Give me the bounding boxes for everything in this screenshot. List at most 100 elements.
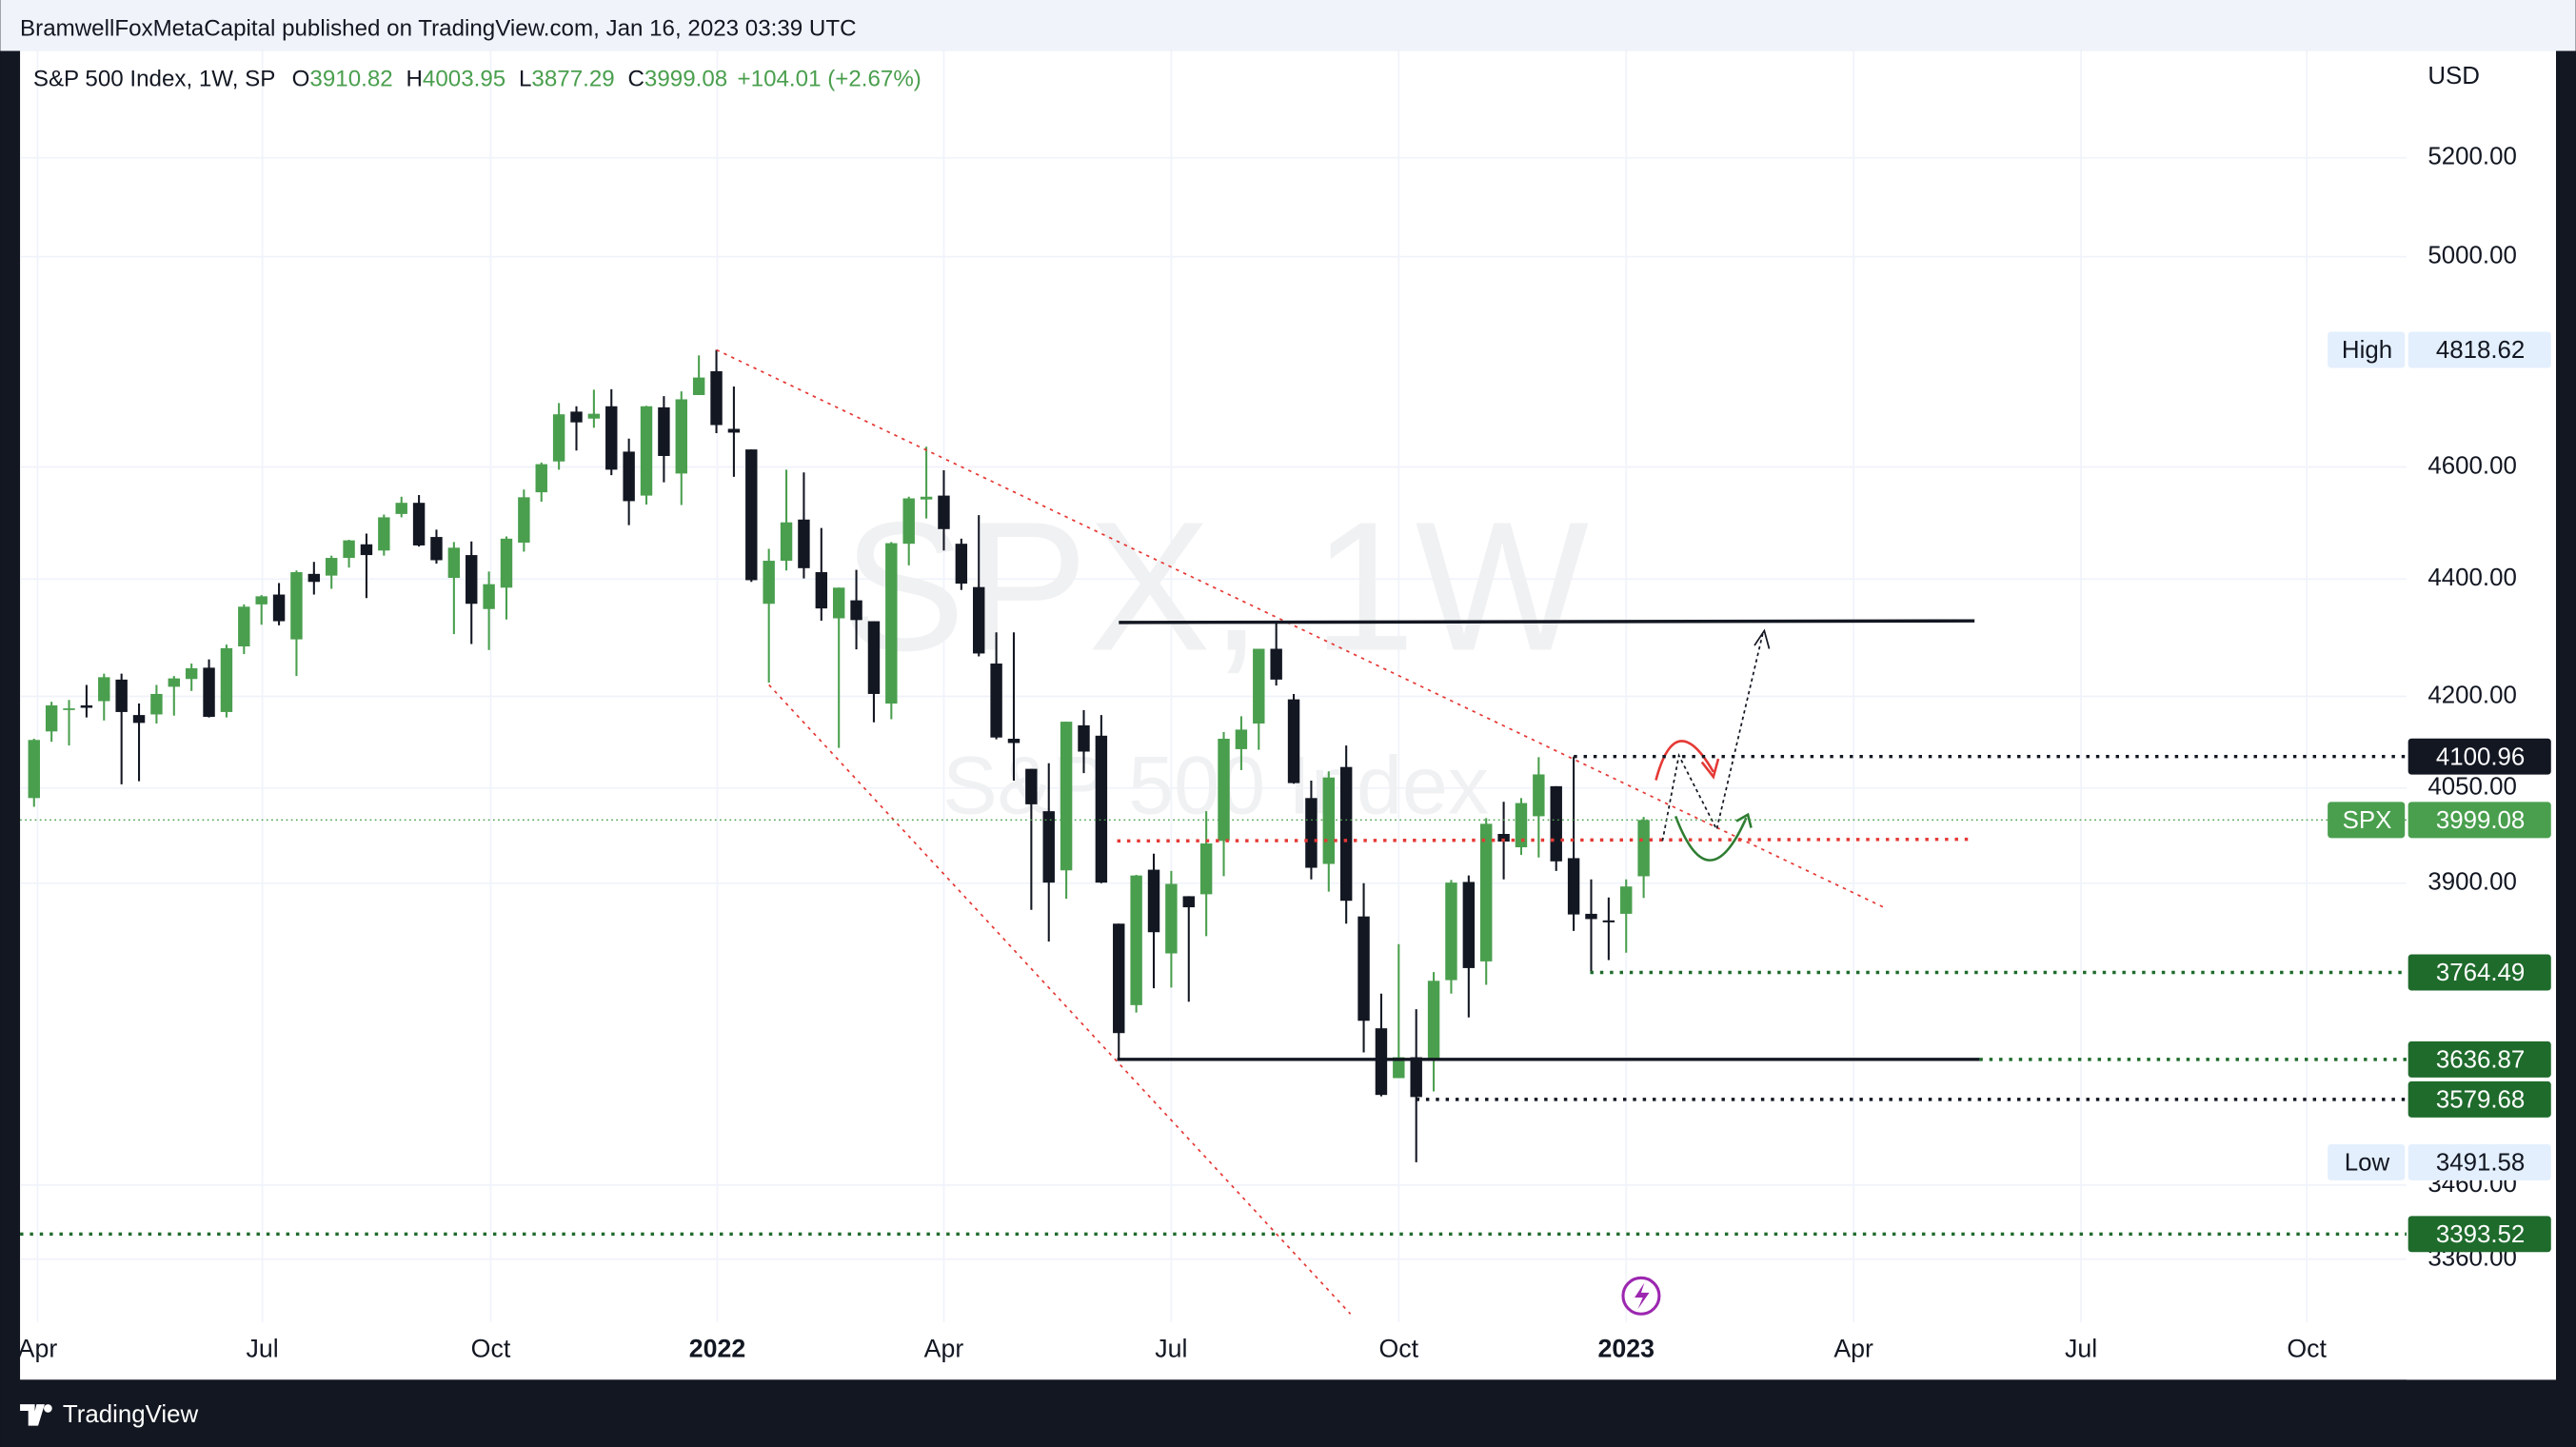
tag-name-box xyxy=(2328,802,2406,839)
price-tag-label: 3393.52 xyxy=(2436,1221,2525,1248)
candle-body xyxy=(623,451,635,502)
currency: USD xyxy=(2427,63,2480,89)
candle-body xyxy=(780,522,793,562)
x-tick-label: Jul xyxy=(2065,1334,2097,1362)
candle-body xyxy=(973,586,985,654)
candle-body xyxy=(1427,981,1440,1060)
tag-name-box xyxy=(2328,1143,2406,1180)
candle-body xyxy=(1095,735,1108,883)
x-tick-label: Oct xyxy=(471,1334,511,1362)
candle-body xyxy=(658,406,670,456)
candle-body xyxy=(920,496,933,500)
trendline xyxy=(768,684,1352,1315)
candle-body xyxy=(798,519,810,568)
candle-body xyxy=(466,555,478,605)
x-tick-label: Oct xyxy=(2287,1334,2327,1362)
candle-body xyxy=(63,708,75,710)
resistance-line xyxy=(1119,619,1975,624)
candle-body xyxy=(885,543,898,704)
candle-body xyxy=(45,704,58,732)
y-tick-label: 5200.00 xyxy=(2427,144,2516,170)
candle-body xyxy=(80,704,93,708)
candle-body xyxy=(412,503,426,545)
y-tick-label: 4600.00 xyxy=(2427,452,2516,479)
x-tick-label: Jul xyxy=(247,1334,279,1362)
candle-body xyxy=(1585,913,1597,920)
candle-body xyxy=(552,414,565,462)
candle-body xyxy=(955,544,968,585)
legend-value: 4003.95 xyxy=(423,67,505,92)
watermark: SPX, 1W S&P 500 Index xyxy=(842,484,1589,832)
candle-body xyxy=(395,503,407,514)
candle-body xyxy=(98,677,110,702)
y-tick-label: 5000.00 xyxy=(2427,242,2516,268)
candle-body xyxy=(727,428,741,433)
tag-name: Low xyxy=(2345,1149,2390,1176)
candle-body xyxy=(1533,774,1545,817)
candle-body xyxy=(325,558,338,576)
candle-body xyxy=(1445,882,1457,981)
legend-value: 3910.82 xyxy=(309,67,392,92)
candle-body xyxy=(1199,843,1213,895)
legend-change: +104.01 (+2.67%) xyxy=(738,67,921,92)
candle-body xyxy=(28,740,40,799)
price-tag xyxy=(2408,1041,2551,1078)
x-tick-label: 2023 xyxy=(1597,1334,1654,1362)
candle-body xyxy=(1113,923,1125,1034)
legend-title: S&P 500 Index, 1W, SP xyxy=(33,67,276,92)
arrow-green xyxy=(1674,816,1748,862)
candle-body xyxy=(675,399,687,474)
candle-body xyxy=(343,540,355,559)
candle-body xyxy=(272,594,286,622)
arrowhead-green xyxy=(1735,812,1753,828)
candle-body xyxy=(1253,648,1265,724)
candle-body xyxy=(168,678,181,687)
event-icon[interactable] xyxy=(1621,1276,1661,1316)
candle-body xyxy=(1567,858,1580,915)
candle-body xyxy=(518,497,530,543)
candle-body xyxy=(763,561,775,605)
candle-body xyxy=(1620,886,1633,914)
price-tags: 4818.62 High 3491.58 Low 3999.08 SPX 4100.96 37… xyxy=(20,331,2551,1253)
logo xyxy=(20,1404,52,1426)
legend-value: 3999.08 xyxy=(644,67,727,92)
price-tag xyxy=(2408,331,2551,368)
candle-body xyxy=(1339,766,1353,902)
footer: TradingView xyxy=(20,1401,199,1428)
x-tick-label: Apr xyxy=(1833,1334,1873,1362)
arrowhead-black xyxy=(1754,628,1771,649)
candle-body xyxy=(203,667,215,718)
candle-body xyxy=(1235,729,1248,749)
candle-body xyxy=(447,547,461,579)
candle-body xyxy=(710,370,723,426)
legend-key: O xyxy=(292,67,310,92)
candle-body xyxy=(1218,739,1230,842)
legend-value: 3877.29 xyxy=(531,67,614,92)
trendline xyxy=(716,348,1887,909)
arrowhead-red xyxy=(1700,758,1720,780)
price-tag xyxy=(2408,738,2551,775)
candle-body xyxy=(1182,896,1195,908)
lightning xyxy=(1635,1282,1650,1310)
candle-body xyxy=(307,573,321,583)
candle-body xyxy=(850,600,862,621)
candle-body xyxy=(1515,803,1528,848)
candle-body xyxy=(990,664,1002,738)
candle-body xyxy=(1147,869,1160,933)
candle-body xyxy=(1130,875,1142,1005)
candle-body xyxy=(360,544,373,556)
candle-body xyxy=(132,715,146,724)
candle-body xyxy=(1497,834,1510,842)
candle-body xyxy=(1042,811,1055,883)
candle-body xyxy=(832,587,845,619)
price-tag xyxy=(2408,1216,2551,1253)
x-tick-label: Jul xyxy=(1155,1334,1187,1362)
candle-body xyxy=(185,668,198,680)
watermark-name: S&P 500 Index xyxy=(942,740,1489,831)
legend-key: H xyxy=(406,67,422,92)
candle-body xyxy=(500,538,513,588)
candle-body xyxy=(1550,785,1562,862)
price-tag-label: 4818.62 xyxy=(2436,337,2525,364)
candle-body xyxy=(815,572,828,609)
